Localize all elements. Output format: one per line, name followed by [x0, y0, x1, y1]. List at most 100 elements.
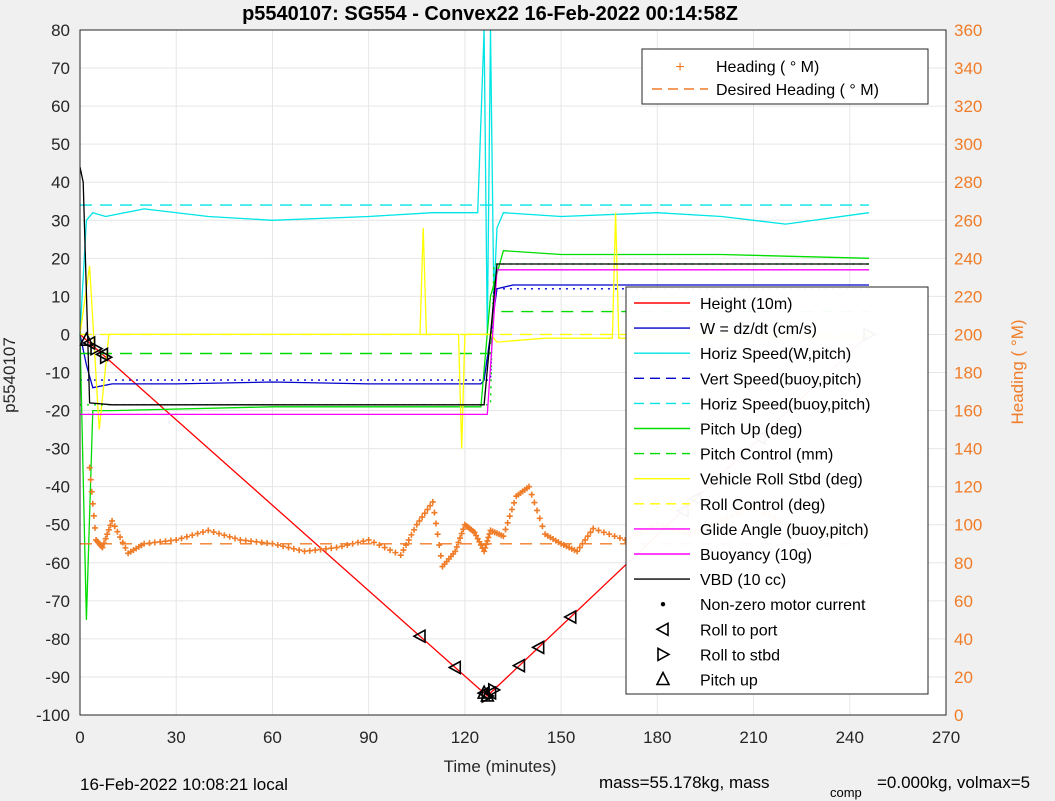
x-tick-label: 240 [836, 728, 864, 747]
heading-point [452, 548, 459, 555]
heading-point [460, 526, 467, 533]
legend-label: Glide Angle (buoy,pitch) [700, 522, 869, 539]
x-tick-label: 270 [932, 728, 960, 747]
pitch-up-marker [480, 687, 495, 702]
heading-point [429, 498, 436, 505]
heading-point [183, 533, 190, 540]
heading-point [411, 526, 418, 533]
heading-point [162, 538, 169, 545]
heading-point [576, 544, 583, 551]
heading-point [146, 540, 153, 547]
y-left-tick-label: 80 [51, 21, 70, 40]
pitch-up-marker [476, 684, 492, 699]
heading-point [508, 506, 515, 513]
series-vbd-10-cc [79, 166, 869, 406]
y-left-tick-label: 70 [51, 59, 70, 78]
y-right-tick-label: 40 [954, 630, 973, 649]
legend-label: VBD (10 cc) [700, 572, 786, 589]
legend-label: Vehicle Roll Stbd (deg) [700, 472, 863, 489]
heading-point [253, 538, 260, 545]
heading-point [232, 535, 239, 542]
roll-to-stbd-marker [90, 341, 104, 357]
heading-point [579, 540, 586, 547]
heading-point [274, 542, 281, 549]
heading-point [582, 536, 589, 543]
heading-point [111, 523, 118, 530]
y-left-tick-label: -60 [45, 554, 70, 573]
heading-point [312, 547, 319, 554]
heading-point [105, 526, 112, 533]
heading-point [381, 544, 388, 551]
footer-mass: mass=55.178kg, mass [599, 773, 770, 792]
heading-point [114, 528, 121, 535]
heading-point [474, 535, 481, 542]
main-legend-box [625, 286, 929, 695]
heading-point [280, 543, 287, 550]
heading-point [178, 535, 185, 542]
footer-volmax: =0.000kg, volmax=5 [877, 773, 1030, 792]
heading-point [400, 547, 407, 554]
heading-point [476, 538, 483, 545]
heading-point [482, 544, 489, 551]
main-legend[interactable]: Height (10m) W = dz/dt (cm/s) Horiz Speed(… [625, 286, 929, 695]
heading-point [387, 547, 394, 554]
heading-point [500, 533, 507, 540]
heading-point [360, 538, 367, 545]
heading-point [151, 539, 158, 546]
x-tick-label: 150 [547, 728, 575, 747]
heading-point [471, 529, 478, 536]
y-left-tick-label: 30 [51, 211, 70, 230]
heading-point [484, 537, 491, 544]
chart-title: p5540107: SG554 - Convex22 16-Feb-2022 0… [242, 3, 738, 25]
heading-point [210, 529, 217, 536]
legend-label: W = dz/dt (cm/s) [700, 321, 817, 338]
heading-point [616, 535, 623, 542]
heading-point [290, 545, 297, 552]
legend-label: Horiz Speed(W,pitch) [700, 346, 851, 363]
y-right-tick-label: 320 [954, 97, 982, 116]
heading-point [502, 526, 509, 533]
roll-to-port-marker [563, 609, 577, 625]
heading-point [511, 499, 518, 506]
y-right-tick-label: 0 [954, 706, 963, 725]
y-right-tick-label: 140 [954, 440, 982, 459]
roll-to-port-marker [412, 628, 426, 644]
heading-point [365, 536, 372, 543]
legend-swatch [660, 602, 666, 607]
heading-legend[interactable]: + Heading ( ° M) Desired Heading ( ° M) [641, 48, 929, 105]
legend-label: Pitch up [700, 673, 758, 690]
legend-swatch [655, 621, 669, 637]
legend-label: Pitch Control (mm) [700, 447, 833, 464]
y-right-tick-label: 220 [954, 287, 982, 306]
heading-point [285, 544, 292, 551]
x-tick-label: 60 [263, 728, 282, 747]
heading-point [506, 513, 513, 520]
legend-label: Vert Speed(buoy,pitch) [700, 371, 862, 388]
heading-point [453, 543, 460, 550]
y-left-tick-label: -20 [45, 402, 70, 421]
heading-point [434, 531, 441, 538]
legend-swatch [655, 670, 671, 686]
heading-point [317, 546, 324, 553]
heading-point [226, 533, 233, 540]
heading-point [333, 544, 340, 551]
footer-mass-subscript: comp [830, 785, 862, 800]
heading-point [587, 529, 594, 536]
heading-point [595, 527, 602, 534]
heading-point [403, 542, 410, 549]
legend-label: Pitch Up (deg) [700, 422, 802, 439]
heading-point [86, 464, 93, 471]
pitch-up-marker [79, 331, 94, 346]
legend-label: Horiz Speed(buoy,pitch) [700, 396, 870, 413]
heading-point [534, 507, 541, 514]
heading-point [87, 476, 94, 483]
heading-point [328, 545, 335, 552]
heading-point [416, 517, 423, 524]
heading-point [536, 515, 543, 522]
heading-point [457, 535, 464, 542]
roll-to-stbd-marker [99, 349, 114, 365]
y-right-tick-label: 340 [954, 59, 982, 78]
y-right-tick-label: 20 [954, 668, 973, 687]
y-left-tick-label: -50 [45, 516, 70, 535]
heading-point [109, 517, 116, 524]
